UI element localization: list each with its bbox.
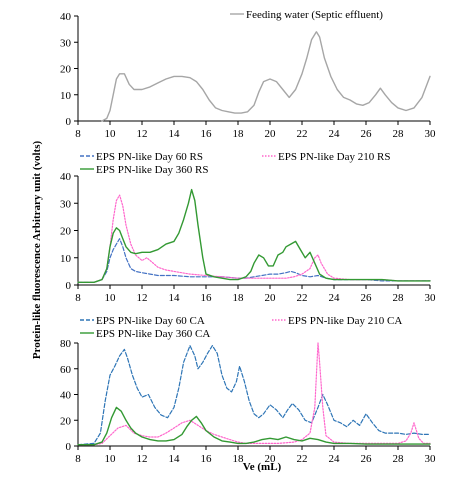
series-line (77, 188, 431, 283)
y-tick-label: 10 (60, 90, 72, 102)
y-axis-title: Protein-like fluorescence Arbitrary unit… (31, 141, 43, 360)
x-tick-label: 24 (329, 128, 341, 140)
series-line (77, 194, 431, 283)
y-tick-label: 80 (60, 338, 72, 350)
y-tick-label: 0 (66, 441, 72, 453)
y-tick-label: 30 (60, 198, 72, 210)
x-tick-label: 22 (297, 292, 308, 304)
y-tick-label: 60 (60, 364, 72, 376)
y-tick-label: 40 (60, 390, 72, 402)
x-tick-label: 14 (169, 453, 181, 465)
x-tick-label: 10 (105, 292, 117, 304)
x-tick-label: 24 (329, 453, 341, 465)
panel-rs: 8 10 12 14 16 18 20 22 24 26 28 30 0 10 20 30 40 EPS PN-l… (60, 151, 436, 304)
x-tick-label: 28 (393, 128, 405, 140)
x-tick-label: 10 (105, 128, 117, 140)
x-tick-label: 18 (233, 453, 245, 465)
x-tick-label: 26 (361, 453, 373, 465)
x-tick-label: 30 (425, 453, 437, 465)
x-tick-label: 22 (297, 453, 308, 465)
legend-label: EPS PN-like Day 360 RS (96, 164, 208, 176)
x-tick-label: 8 (75, 128, 81, 140)
x-tick-label: 14 (169, 128, 181, 140)
y-tick-label: 20 (60, 64, 72, 76)
x-tick-label: 30 (425, 128, 437, 140)
series-line (77, 406, 431, 446)
x-tick-label: 26 (361, 292, 373, 304)
x-tick-label: 12 (137, 128, 148, 140)
x-tick-label: 8 (75, 292, 81, 304)
legend-label: Feeding water (Septic effluent) (246, 9, 383, 21)
legend-label: EPS PN-like Day 210 CA (288, 315, 402, 327)
legend-label: EPS PN-like Day 360 CA (96, 328, 210, 340)
y-tick-label: 20 (60, 415, 72, 427)
x-tick-label: 20 (265, 292, 277, 304)
y-tick-label: 30 (60, 37, 72, 49)
x-tick-label: 10 (105, 453, 117, 465)
series-line (77, 345, 431, 446)
legend-label: EPS PN-like Day 210 RS (278, 151, 390, 163)
y-tick-label: 0 (66, 116, 72, 128)
y-tick-label: 40 (60, 171, 72, 183)
x-tick-label: 28 (393, 292, 405, 304)
x-tick-label: 16 (201, 128, 213, 140)
legend-label: EPS PN-like Day 60 CA (96, 315, 205, 327)
panel-feeding: 8 10 12 14 16 18 20 22 24 26 28 30 0 10 20 30 40 Feeding … (60, 9, 436, 140)
x-axis-title: Ve (mL) (243, 461, 282, 473)
x-tick-label: 18 (233, 292, 245, 304)
x-tick-label: 18 (233, 128, 245, 140)
x-tick-label: 8 (75, 453, 81, 465)
x-tick-label: 28 (393, 453, 405, 465)
x-tick-label: 16 (201, 292, 213, 304)
y-tick-label: 10 (60, 253, 72, 265)
y-tick-label: 40 (60, 11, 72, 23)
x-tick-label: 26 (361, 128, 373, 140)
y-tick-label: 20 (60, 226, 72, 238)
x-tick-label: 16 (201, 453, 213, 465)
x-tick-label: 14 (169, 292, 181, 304)
chart-panels: 8 10 12 14 16 18 20 22 24 26 28 30 0 10 20 30 40 Feeding … (60, 9, 436, 465)
x-tick-label: 22 (297, 128, 308, 140)
x-tick-label: 12 (137, 453, 148, 465)
x-tick-label: 12 (137, 292, 148, 304)
legend-label: EPS PN-like Day 60 RS (96, 151, 203, 163)
series-line (77, 342, 431, 446)
x-tick-label: 20 (265, 128, 277, 140)
x-tick-label: 30 (425, 292, 437, 304)
x-tick-label: 20 (265, 453, 277, 465)
series-line (101, 31, 431, 122)
x-tick-label: 24 (329, 292, 341, 304)
y-tick-label: 0 (66, 280, 72, 292)
panel-ca: 8 10 12 14 16 18 20 22 24 26 28 30 0 20 40 60 80 EPS PN-l… (60, 315, 436, 465)
